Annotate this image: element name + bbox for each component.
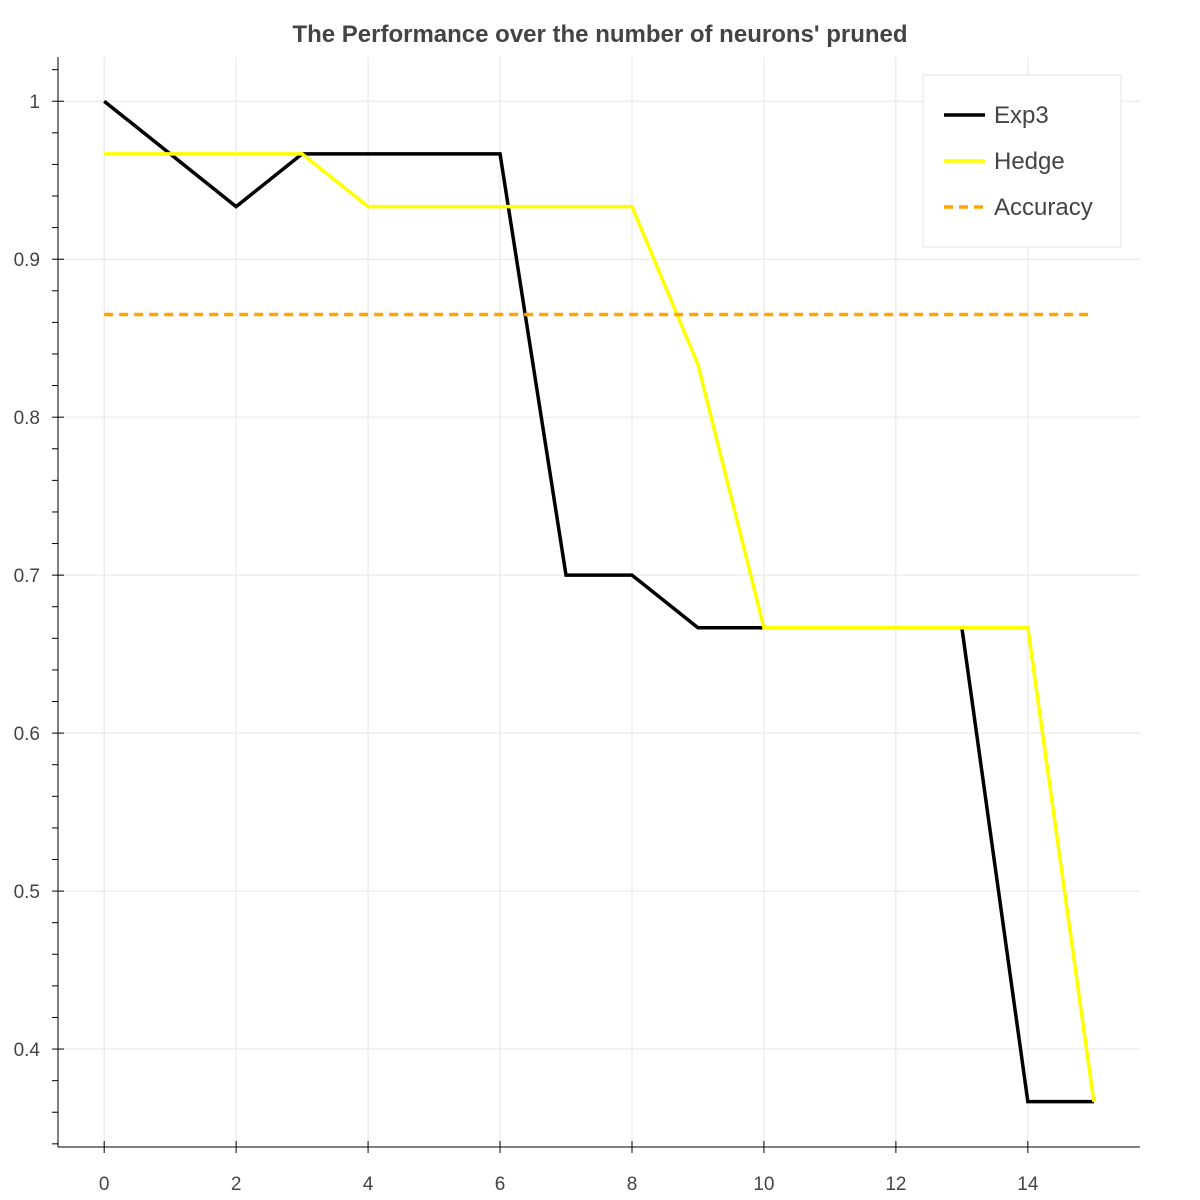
y-tick-label: 1 <box>29 92 40 113</box>
y-tick-label: 0.7 <box>14 566 40 587</box>
grid <box>58 57 1140 1147</box>
chart-title: The Performance over the number of neuro… <box>292 21 907 48</box>
x-tick-label: 2 <box>231 1174 242 1195</box>
x-tick-label: 6 <box>495 1174 506 1195</box>
legend-label-hedge: Hedge <box>994 148 1065 175</box>
y-tick-label: 0.4 <box>14 1040 41 1061</box>
legend: Exp3 Hedge Accuracy <box>922 74 1122 248</box>
series-line-hedge <box>104 152 1096 1102</box>
x-tick-label: 8 <box>627 1174 638 1195</box>
legend-label-accuracy: Accuracy <box>994 194 1093 221</box>
x-tick-label: 0 <box>99 1174 110 1195</box>
x-tick-label: 4 <box>363 1174 374 1195</box>
x-tick-label: 12 <box>885 1174 906 1195</box>
y-tick-label: 0.5 <box>14 882 40 903</box>
legend-label-exp3: Exp3 <box>994 102 1049 129</box>
x-tick-label: 14 <box>1017 1174 1039 1195</box>
series-lines <box>103 99 1096 1104</box>
axes: 0 2 4 6 8 10 12 14 0.4 0.5 0.6 0.7 0.8 0.9 1 <box>14 57 1140 1195</box>
y-tick-label: 0.8 <box>14 408 40 429</box>
y-tick-label: 0.6 <box>14 724 40 745</box>
x-tick-label: 10 <box>753 1174 774 1195</box>
y-tick-label: 0.9 <box>14 250 40 271</box>
series-line-exp3 <box>103 99 1094 1104</box>
